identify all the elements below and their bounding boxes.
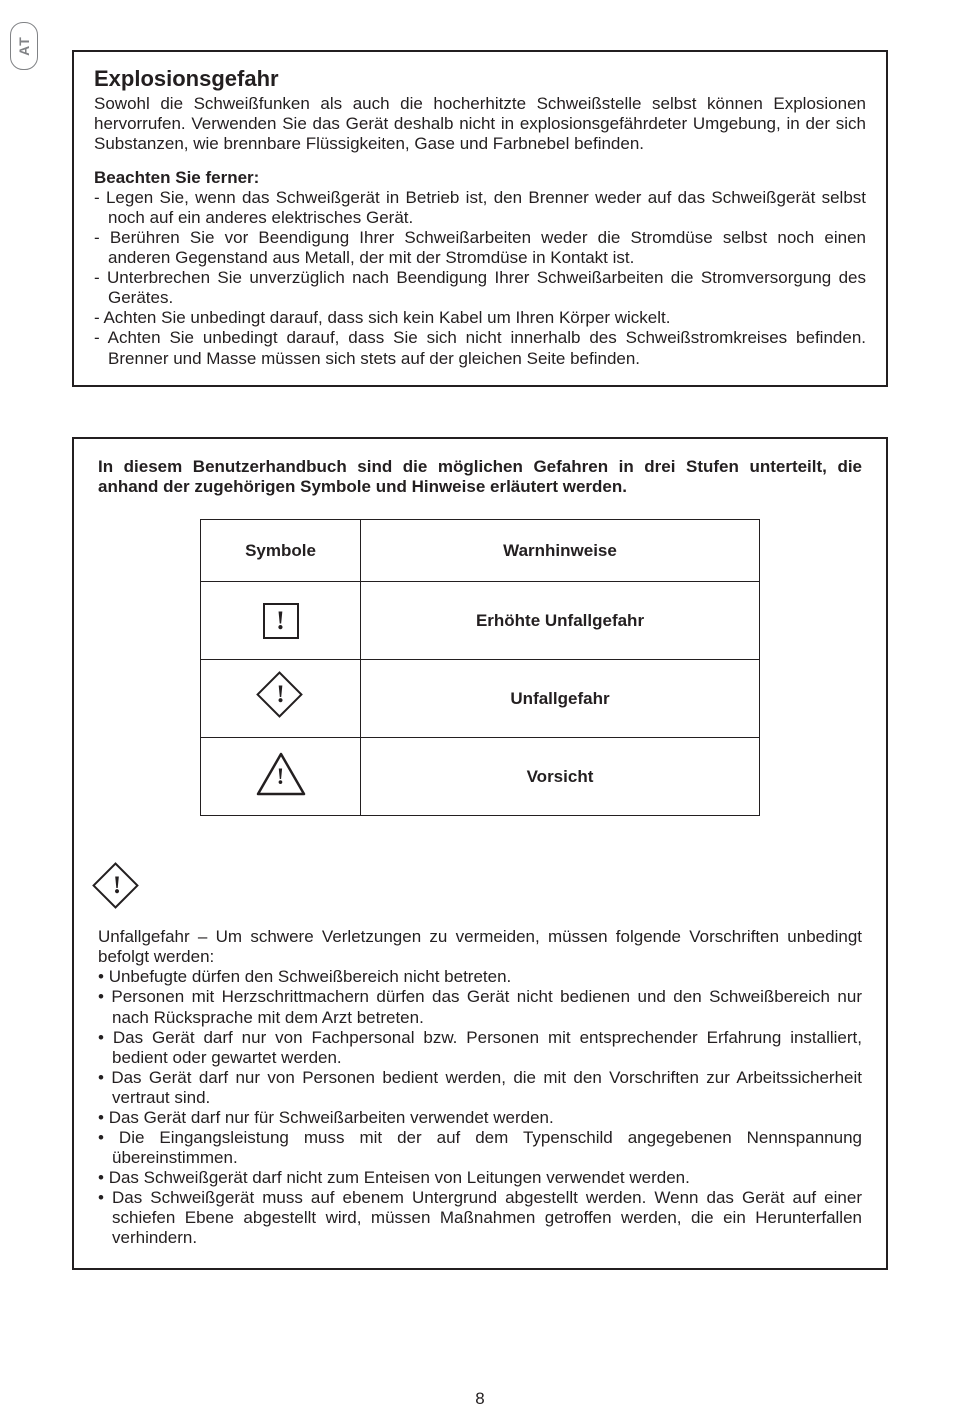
symbol-cell: ! <box>201 660 361 738</box>
symbol-cell: ! <box>201 738 361 816</box>
list-item: Das Schweißgerät darf nicht zum Enteisen… <box>98 1168 862 1188</box>
diamond-exclaim-icon: ! <box>94 864 140 910</box>
box2-intro: In diesem Benutzerhandbuch sind die mögl… <box>98 457 862 498</box>
table-head-warnings: Warnhinweise <box>361 520 760 582</box>
list-item: Die Eingangsleistung muss mit der auf de… <box>98 1128 862 1168</box>
warning-label: Unfallgefahr <box>361 660 760 738</box>
diamond-exclaim-icon: ! <box>258 673 304 719</box>
box1-item: Berühren Sie vor Beendigung Ihrer Schwei… <box>94 228 866 268</box>
box1-subhead: Beachten Sie ferner: <box>94 168 866 188</box>
table-row: ! Erhöhte Unfallgefahr <box>201 582 760 660</box>
warning-box-explosion: Explosionsgefahr Sowohl die Schweißfunke… <box>72 50 888 387</box>
section-icon: ! <box>94 864 862 915</box>
square-exclaim-icon: ! <box>263 603 299 639</box>
box1-item: Unterbrechen Sie unverzüglich nach Beend… <box>94 268 866 308</box>
list-item: Unbefugte dürfen den Schweißbereich nich… <box>98 967 862 987</box>
symbols-table: Symbole Warnhinweise ! Erhöhte Unfallgef… <box>200 519 760 816</box>
list-item: Das Schweißgerät muss auf ebenem Untergr… <box>98 1188 862 1248</box>
box2-bottom-paragraph: Unfallgefahr – Um schwere Verletzungen z… <box>98 927 862 967</box>
box1-title: Explosionsgefahr <box>94 66 866 92</box>
country-tab-label: AT <box>16 36 32 56</box>
warning-label: Vorsicht <box>361 738 760 816</box>
list-item: Das Gerät darf nur für Schweißarbeiten v… <box>98 1108 862 1128</box>
box1-item: Achten Sie unbedingt darauf, dass sich k… <box>94 308 866 328</box>
warning-box-levels: In diesem Benutzerhandbuch sind die mögl… <box>72 437 888 1271</box>
table-row: ! Vorsicht <box>201 738 760 816</box>
table-head-symbols: Symbole <box>201 520 361 582</box>
triangle-exclaim-icon: ! <box>256 752 306 796</box>
country-tab: AT <box>10 22 38 70</box>
table-row: Symbole Warnhinweise <box>201 520 760 582</box>
box2-bullet-list: Unbefugte dürfen den Schweißbereich nich… <box>98 967 862 1248</box>
box1-paragraph: Sowohl die Schweißfunken als auch die ho… <box>94 94 866 154</box>
warning-label: Erhöhte Unfallgefahr <box>361 582 760 660</box>
symbol-cell: ! <box>201 582 361 660</box>
list-item: Personen mit Herzschrittmachern dürfen d… <box>98 987 862 1027</box>
table-row: ! Unfallgefahr <box>201 660 760 738</box>
list-item: Das Gerät darf nur von Fachpersonal bzw.… <box>98 1028 862 1068</box>
box1-list: Legen Sie, wenn das Schweißgerät in Betr… <box>94 188 866 368</box>
box1-item: Legen Sie, wenn das Schweißgerät in Betr… <box>94 188 866 228</box>
page-number: 8 <box>0 1389 960 1409</box>
box1-item: Achten Sie unbedingt darauf, dass Sie si… <box>94 328 866 368</box>
list-item: Das Gerät darf nur von Personen bedient … <box>98 1068 862 1108</box>
